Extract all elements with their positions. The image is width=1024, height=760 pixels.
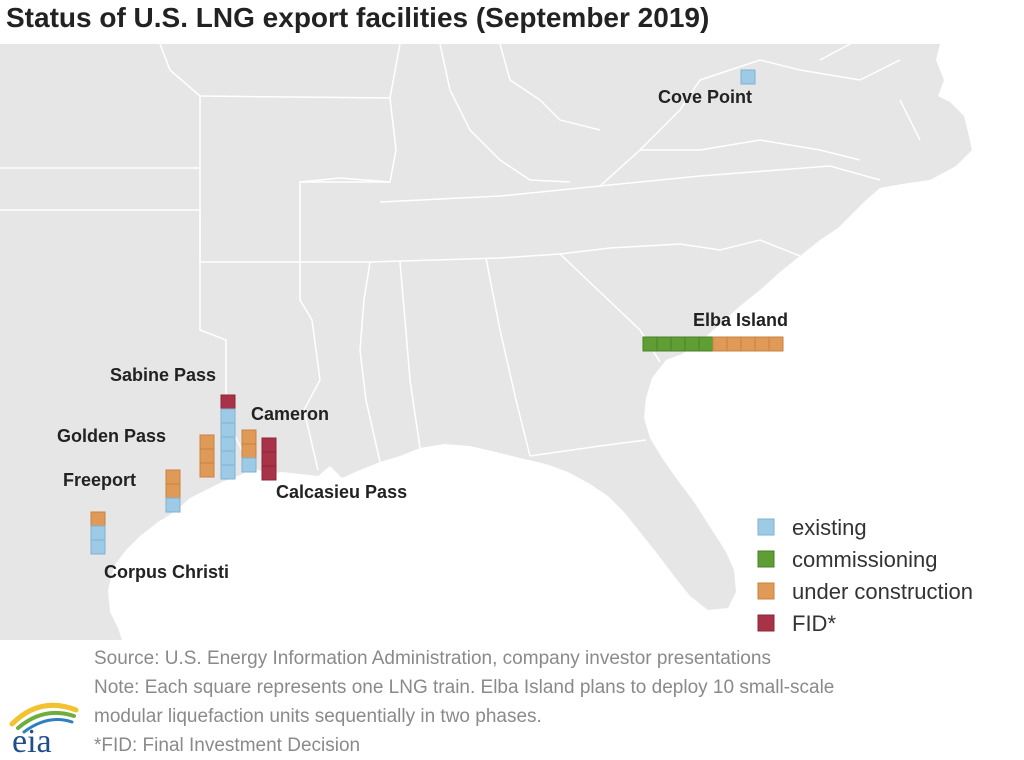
train-square-cameron-under-construction [241,443,257,459]
eia-logo-arc-green [16,711,76,730]
train-square-elba-island-commissioning [684,336,700,352]
facility-label-golden-pass: Golden Pass [57,426,166,446]
train-square-corpus-christi-existing [90,525,106,541]
legend-swatch-commissioning [757,550,775,568]
train-note-line-2: modular liquefaction units sequentially … [94,706,542,727]
train-square-elba-island-under-construction [754,336,770,352]
eia-logo-arc-blue [22,718,74,734]
train-square-golden-pass-under-construction [199,462,215,478]
train-square-elba-island-commissioning [642,336,658,352]
state-borders [0,44,921,471]
train-square-golden-pass-under-construction [199,434,215,450]
eia-logo-arc-yellow [9,702,79,727]
facility-label-cameron: Cameron [251,404,329,424]
lng-facilities-map: Cove Point Elba Island Sabine Pass Camer… [0,44,973,640]
facility-label-sabine-pass: Sabine Pass [110,365,216,385]
train-square-cameron-under-construction [241,429,257,445]
train-square-calcasieu-pass-fid [261,451,277,467]
source-note: Source: U.S. Energy Information Administ… [94,648,771,669]
train-square-elba-island-under-construction [726,336,742,352]
train-square-cameron-existing [241,457,257,473]
legend-label-existing: existing [792,515,867,540]
legend-label-under-construction: under construction [792,579,973,604]
train-square-elba-island-commissioning [698,336,714,352]
map-legend: existing commissioning under constructio… [757,515,973,636]
train-note-line-1: Note: Each square represents one LNG tra… [94,677,835,698]
train-square-sabine-pass-fid [220,394,236,410]
facility-label-calcasieu-pass: Calcasieu Pass [276,482,407,502]
train-square-sabine-pass-existing [220,436,236,452]
train-square-elba-island-under-construction [712,336,728,352]
train-square-freeport-under-construction [165,483,181,499]
train-square-corpus-christi-under-construction [90,511,106,527]
train-square-freeport-under-construction [165,469,181,485]
facility-label-cove-point: Cove Point [658,87,752,107]
train-square-cove-point-existing [740,69,756,85]
legend-label-fid: FID* [792,611,836,636]
train-square-freeport-existing [165,497,181,513]
train-square-elba-island-commissioning [656,336,672,352]
map-title: Status of U.S. LNG export facilities (Se… [6,2,710,33]
legend-label-commissioning: commissioning [792,547,938,572]
fid-definition-note: *FID: Final Investment Decision [94,735,361,756]
facility-label-corpus-christi: Corpus Christi [104,562,229,582]
train-square-sabine-pass-existing [220,408,236,424]
train-square-calcasieu-pass-fid [261,437,277,453]
legend-swatch-existing [757,518,775,536]
train-square-elba-island-under-construction [768,336,784,352]
train-square-elba-island-commissioning [670,336,686,352]
legend-swatch-fid [757,614,775,632]
train-square-sabine-pass-existing [220,450,236,466]
notes-block: Source: U.S. Energy Information Administ… [94,644,834,760]
legend-swatch-under-construction [757,582,775,600]
train-square-elba-island-under-construction [740,336,756,352]
facility-train-squares [90,69,784,555]
eia-logo-text: eia [12,723,52,754]
train-square-sabine-pass-existing [220,422,236,438]
train-square-calcasieu-pass-fid [261,465,277,481]
facility-label-elba-island: Elba Island [693,310,788,330]
train-square-corpus-christi-existing [90,539,106,555]
train-square-sabine-pass-existing [220,464,236,480]
eia-logo: eia [9,702,79,754]
us-land-area [0,44,972,640]
facility-labels: Cove Point Elba Island Sabine Pass Camer… [57,87,788,582]
facility-label-freeport: Freeport [63,470,136,490]
train-square-golden-pass-under-construction [199,448,215,464]
